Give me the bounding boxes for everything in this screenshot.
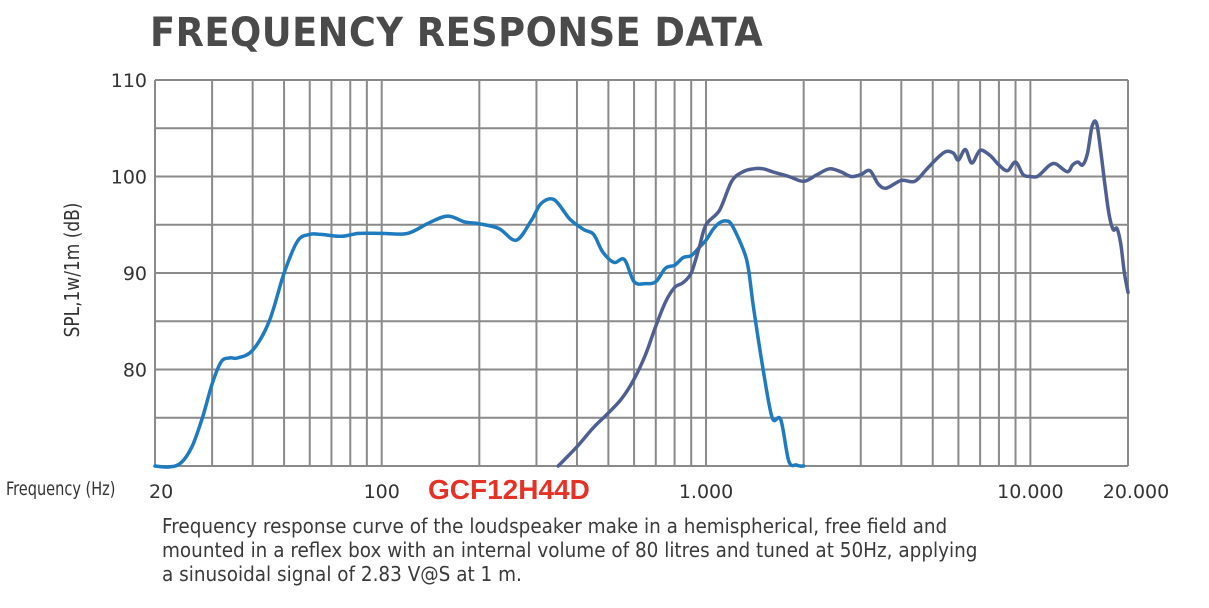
series-line-2 [556,119,1130,468]
y-axis-ticks: 110 100 90 80 [111,70,147,382]
y-axis-label: SPL,1w/1m (dB) [60,202,84,338]
y-tick-label: 80 [123,360,147,382]
x-tick-label: 10.000 [997,481,1063,503]
model-name: GCF12H44D [428,474,590,505]
x-tick-label: 100 [364,481,400,503]
caption-line: a sinusoidal signal of 2.83 V@S at 1 m. [162,562,522,586]
page-title: FREQUENCY RESPONSE DATA [150,10,764,56]
x-tick-label: 20 [149,481,173,503]
y-tick-label: 100 [111,167,147,189]
chart-grid [154,79,1129,467]
x-tick-label: 20.000 [1103,481,1169,503]
chart-series [153,119,1130,469]
caption-line: mounted in a reflex box with an internal… [162,538,978,562]
series-line-1 [153,196,806,469]
x-axis-label: Frequency (Hz) [6,478,116,500]
chart-caption: Frequency response curve of the loudspea… [162,514,1162,586]
y-tick-label: 90 [123,263,147,285]
caption-line: Frequency response curve of the loudspea… [162,514,948,538]
y-tick-label: 110 [111,70,147,92]
x-tick-label: 1.000 [679,481,733,503]
x-axis-ticks: 20 100 1.000 10.000 20.000 [149,481,1169,503]
